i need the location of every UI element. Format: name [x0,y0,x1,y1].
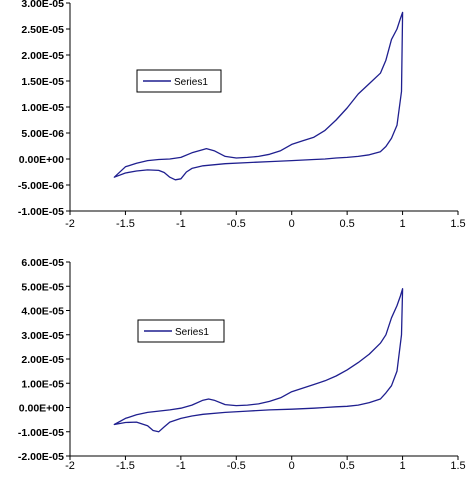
y-tick-label: 2.00E-05 [21,354,64,366]
y-tick-label: -5.00E-06 [18,180,64,192]
y-tick-label: 3.00E-05 [21,0,64,10]
chart-panel-1: -1.00E-05 -5.00E-06 0.00E+00 5.00E-06 1.00E-… [18,0,466,230]
x-tick-label: 0.5 [339,460,354,472]
x-tick-label: -1.5 [116,460,135,472]
y-tick-label: -1.00E-05 [18,206,64,218]
y-tick-label: 3.00E-05 [21,330,64,342]
y-tick-label: 1.00E-05 [21,378,64,390]
x-tick-label: -0.5 [227,218,246,230]
series-line [113,11,404,181]
x-tick-label: -0.5 [227,460,246,472]
y-tick-label: -2.00E-05 [18,451,64,463]
x-tick-label: 1.5 [450,460,465,472]
legend-label: Series1 [174,77,208,88]
y-tick-label: 1.50E-05 [21,76,64,88]
chart-panel-2: -2.00E-05 -1.00E-05 0.00E+00 1.00E-05 2.00E-… [18,257,466,472]
legend: Series1 [137,319,225,343]
x-tick-label: 1 [400,218,406,230]
x-tick-label: 1.5 [450,218,465,230]
y-tick-label: 0.00E+00 [19,154,64,166]
y-tick-label: 2.00E-05 [21,50,64,62]
y-tick-label: 5.00E-05 [21,281,64,293]
x-tick-label: -2 [65,460,75,472]
x-tick-label: 1 [400,460,406,472]
legend-box [137,319,225,343]
y-tick-label: 6.00E-05 [21,257,64,269]
x-tick-label: -1 [176,218,186,230]
legend-label: Series1 [175,327,209,338]
y-tick-label: 2.50E-05 [21,24,64,36]
series-line [113,288,404,433]
y-tick-label: 5.00E-06 [21,128,64,140]
x-tick-label: -1.5 [116,218,135,230]
x-tick-label: 0 [289,218,295,230]
x-tick-label: 0.5 [339,218,354,230]
y-tick-label: 0.00E+00 [19,403,64,415]
y-tick-label: 1.00E-05 [21,102,64,114]
x-tick-label: -2 [65,218,75,230]
y-tick-label: 4.00E-05 [21,306,64,318]
legend: Series1 [136,69,222,93]
x-tick-label: 0 [289,460,295,472]
x-tick-label: -1 [176,460,186,472]
legend-box [136,69,222,93]
y-tick-label: -1.00E-05 [18,427,64,439]
